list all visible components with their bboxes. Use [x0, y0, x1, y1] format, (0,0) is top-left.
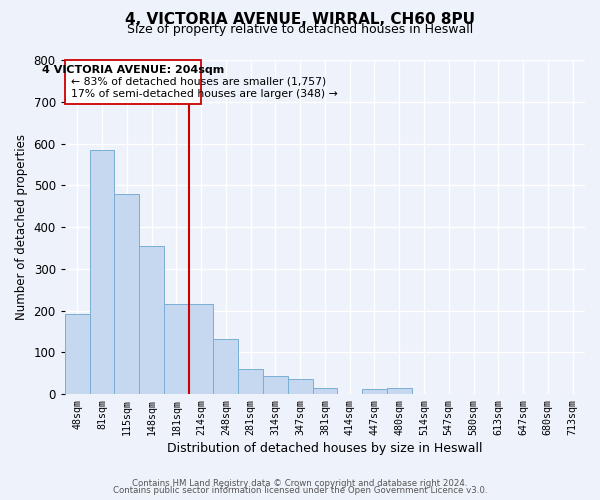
Text: ← 83% of detached houses are smaller (1,757): ← 83% of detached houses are smaller (1,…: [71, 77, 326, 87]
Text: 4 VICTORIA AVENUE: 204sqm: 4 VICTORIA AVENUE: 204sqm: [41, 64, 224, 74]
Bar: [214, 338, 238, 394]
Text: 17% of semi-detached houses are larger (348) →: 17% of semi-detached houses are larger (…: [71, 89, 338, 99]
Bar: [288, 378, 313, 394]
Bar: [164, 304, 188, 394]
Bar: [387, 388, 412, 394]
X-axis label: Distribution of detached houses by size in Heswall: Distribution of detached houses by size …: [167, 442, 482, 455]
Text: Size of property relative to detached houses in Heswall: Size of property relative to detached ho…: [127, 22, 473, 36]
Bar: [115, 194, 139, 394]
Bar: [238, 369, 263, 394]
Y-axis label: Number of detached properties: Number of detached properties: [15, 134, 28, 320]
Text: Contains HM Land Registry data © Crown copyright and database right 2024.: Contains HM Land Registry data © Crown c…: [132, 478, 468, 488]
Bar: [188, 304, 214, 394]
Bar: [362, 389, 387, 394]
Bar: [89, 150, 115, 394]
Bar: [313, 388, 337, 394]
Text: 4, VICTORIA AVENUE, WIRRAL, CH60 8PU: 4, VICTORIA AVENUE, WIRRAL, CH60 8PU: [125, 12, 475, 28]
Bar: [263, 376, 288, 394]
Text: Contains public sector information licensed under the Open Government Licence v3: Contains public sector information licen…: [113, 486, 487, 495]
Bar: [139, 246, 164, 394]
Bar: [65, 314, 89, 394]
